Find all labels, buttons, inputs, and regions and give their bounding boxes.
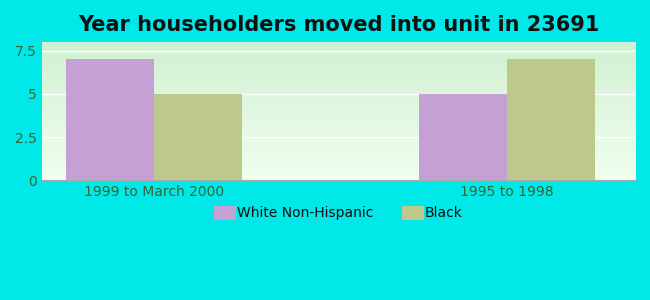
Bar	[419, 94, 507, 180]
Bar	[66, 59, 154, 180]
Legend: White Non-Hispanic, Black: White Non-Hispanic, Black	[208, 201, 469, 226]
Title: Year householders moved into unit in 23691: Year householders moved into unit in 236…	[78, 15, 599, 35]
Bar	[154, 94, 242, 180]
Bar	[507, 59, 595, 180]
